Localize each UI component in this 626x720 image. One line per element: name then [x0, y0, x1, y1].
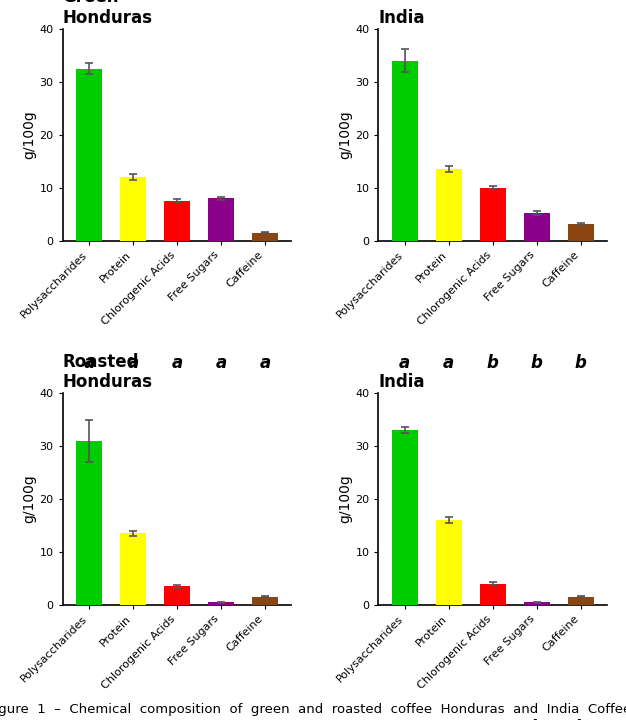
Bar: [436, 169, 462, 240]
Text: a: a: [172, 719, 183, 720]
Bar: [76, 441, 102, 605]
Bar: [120, 177, 146, 240]
Bar: [480, 584, 506, 605]
Bar: [164, 201, 190, 240]
Text: a: a: [83, 719, 95, 720]
Text: b: b: [575, 719, 587, 720]
Text: b: b: [487, 354, 499, 372]
Text: a: a: [215, 354, 227, 372]
Bar: [523, 602, 550, 605]
Y-axis label: g/100g: g/100g: [23, 110, 37, 159]
Text: Roasted
Honduras: Roasted Honduras: [63, 353, 153, 392]
Text: b: b: [575, 354, 587, 372]
Bar: [252, 597, 278, 605]
Text: a: a: [127, 719, 138, 720]
Bar: [436, 520, 462, 605]
Text: a: a: [172, 354, 183, 372]
Bar: [76, 68, 102, 240]
Bar: [392, 430, 418, 605]
Bar: [480, 188, 506, 240]
Text: Figure  1  –  Chemical  composition  of  green  and  roasted  coffee  Honduras  : Figure 1 – Chemical composition of green…: [0, 703, 626, 716]
Text: a: a: [443, 354, 454, 372]
Text: India: India: [378, 374, 425, 392]
Y-axis label: g/100g: g/100g: [339, 474, 352, 523]
Y-axis label: g/100g: g/100g: [23, 474, 37, 523]
Y-axis label: g/100g: g/100g: [339, 110, 352, 159]
Text: a: a: [399, 719, 411, 720]
Text: India: India: [378, 9, 425, 27]
Text: a: a: [215, 719, 227, 720]
Bar: [523, 213, 550, 240]
Bar: [392, 60, 418, 240]
Bar: [208, 198, 234, 240]
Bar: [164, 586, 190, 605]
Text: b: b: [531, 719, 543, 720]
Text: b: b: [531, 354, 543, 372]
Text: a: a: [259, 719, 270, 720]
Text: a: a: [443, 719, 454, 720]
Text: Green
Honduras: Green Honduras: [63, 0, 153, 27]
Bar: [208, 602, 234, 605]
Bar: [568, 224, 594, 240]
Text: a: a: [259, 354, 270, 372]
Text: a: a: [127, 354, 138, 372]
Bar: [120, 534, 146, 605]
Text: a: a: [83, 354, 95, 372]
Bar: [252, 233, 278, 240]
Bar: [568, 597, 594, 605]
Text: a: a: [487, 719, 498, 720]
Text: a: a: [399, 354, 411, 372]
